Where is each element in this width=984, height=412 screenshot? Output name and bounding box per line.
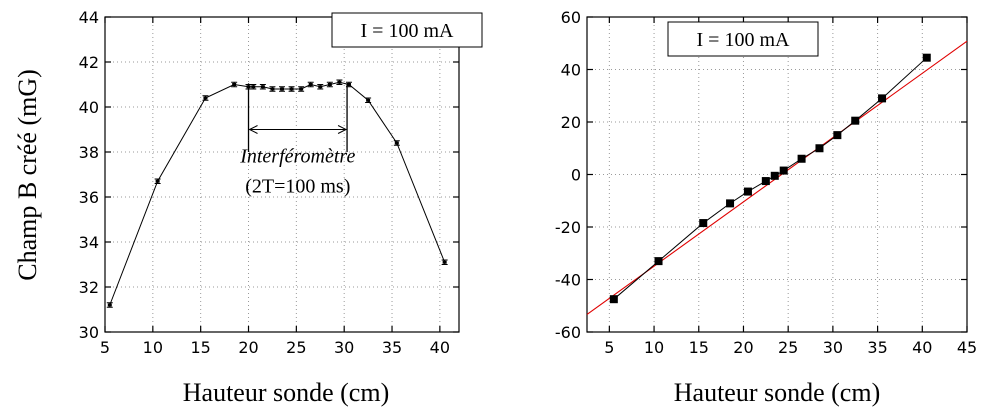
right-legend-frame <box>667 21 819 57</box>
right-data-point <box>770 171 779 180</box>
right-data-point <box>815 144 824 153</box>
right-x-tick-label: 30 <box>823 338 843 357</box>
annotation-subtitle: (2T=100 ms) <box>245 176 350 198</box>
left-data-point <box>337 80 342 84</box>
right-x-axis-title: Hauteur sonde (cm) <box>674 378 880 407</box>
left-y-axis-title: Champ B créé (mG) <box>13 69 42 281</box>
left-x-axis-title: Hauteur sonde (cm) <box>183 378 389 407</box>
left-data-point <box>318 85 323 89</box>
right-x-tick-label: 35 <box>867 338 887 357</box>
right-data-point <box>851 116 860 125</box>
right-series <box>586 40 968 315</box>
interferometre-annotation: Interféromètre (2T=100 ms) <box>239 83 355 198</box>
left-data-point <box>394 141 399 145</box>
left-legend-box: I = 100 mA <box>331 12 483 48</box>
right-x-tick-label: 40 <box>912 338 932 357</box>
right-x-tick-label: 10 <box>644 338 664 357</box>
right-y-tick-label: -40 <box>555 271 581 290</box>
annotation-arrowhead-left <box>248 125 258 134</box>
left-y-tick-label: 42 <box>79 53 99 72</box>
right-data-point <box>654 257 663 266</box>
right-data-point <box>726 199 735 208</box>
right-x-tick-label: 45 <box>957 338 977 357</box>
right-y-tick-label: -60 <box>555 323 581 342</box>
left-data-point <box>232 83 237 86</box>
left-x-tick-label: 10 <box>143 338 163 357</box>
chart-left: 5 10 15 20 25 30 35 40 30 32 34 36 38 40 42 44 Interfér… <box>13 8 483 407</box>
left-data-point <box>260 85 265 89</box>
right-legend-text: I = 100 mA <box>697 29 790 51</box>
left-plot-frame <box>104 16 460 333</box>
right-data-point <box>833 131 842 140</box>
right-data-point <box>761 177 770 186</box>
right-data-point <box>609 295 618 304</box>
right-x-tick-label: 25 <box>778 338 798 357</box>
left-data-point <box>442 260 447 264</box>
left-data-point <box>366 98 371 102</box>
left-data-point <box>203 96 208 100</box>
right-ticks: 5 10 15 20 25 30 35 40 45 -60 -40 -20 0 20 40 60 <box>555 8 977 357</box>
left-x-tick-label: 40 <box>430 338 450 357</box>
left-data-point <box>299 87 304 91</box>
right-y-tick-label: 0 <box>571 166 581 185</box>
left-y-tick-label: 36 <box>79 188 99 207</box>
annotation-arrowhead-right <box>337 125 348 134</box>
left-data-point <box>251 85 256 89</box>
left-data-point <box>155 179 160 183</box>
left-y-tick-label: 30 <box>79 323 99 342</box>
left-data-point <box>327 83 332 86</box>
left-y-tick-label: 44 <box>79 8 99 27</box>
right-x-tick-label: 20 <box>733 338 753 357</box>
annotation-title: Interféromètre <box>239 146 355 168</box>
right-data-point <box>797 154 806 163</box>
left-data-point <box>308 83 313 86</box>
chart-right: 5 10 15 20 25 30 35 40 45 -60 -40 -20 0 20 40 60 I = 10… <box>555 8 977 407</box>
left-y-tick-label: 38 <box>79 143 99 162</box>
left-data-point <box>270 87 275 91</box>
left-legend-frame <box>331 12 483 48</box>
right-x-tick-label: 5 <box>604 338 614 357</box>
left-x-tick-label: 5 <box>100 338 110 357</box>
left-grid <box>104 16 459 333</box>
left-data-point <box>107 303 112 307</box>
right-y-tick-label: 20 <box>561 113 581 132</box>
left-ticks: 5 10 15 20 25 30 35 40 30 32 34 36 38 40 42 44 <box>79 8 459 357</box>
right-data-point <box>743 187 752 196</box>
left-data-point <box>346 83 351 86</box>
right-y-tick-label: 40 <box>561 61 581 80</box>
right-x-tick-label: 15 <box>689 338 709 357</box>
left-y-tick-label: 32 <box>79 278 99 297</box>
left-x-tick-label: 35 <box>382 338 402 357</box>
left-x-tick-label: 20 <box>238 338 258 357</box>
right-data-point <box>878 94 887 103</box>
right-y-tick-label: -20 <box>555 218 581 237</box>
left-x-tick-label: 25 <box>286 338 306 357</box>
right-y-tick-label: 60 <box>561 8 581 27</box>
left-y-tick-label: 40 <box>79 98 99 117</box>
left-data-point <box>280 87 284 91</box>
right-data-point <box>699 219 708 228</box>
left-legend-text: I = 100 mA <box>361 20 454 42</box>
left-x-tick-label: 30 <box>334 338 354 357</box>
right-legend-box: I = 100 mA <box>667 21 819 57</box>
left-y-tick-label: 34 <box>79 233 99 252</box>
right-data-point <box>922 53 931 62</box>
left-x-tick-label: 15 <box>190 338 210 357</box>
right-data-point <box>779 166 788 175</box>
left-series <box>106 79 448 308</box>
left-data-point <box>289 87 294 91</box>
